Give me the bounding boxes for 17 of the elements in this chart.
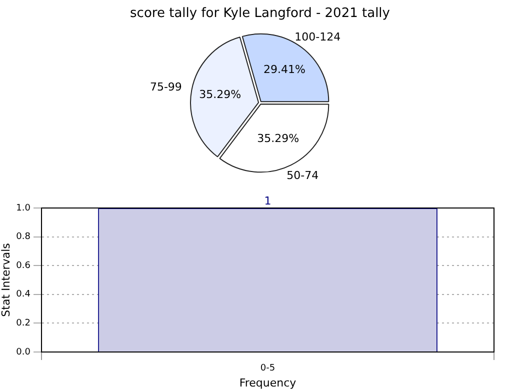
y-tick-label: 0.2 [16,318,31,329]
y-tick-label: 0.0 [16,347,31,358]
y-tick-label: 0.6 [16,260,31,271]
data-label: 35.29% [257,132,300,146]
data-label: 35.29% [199,88,242,102]
y-axis-title: Stat Intervals [0,242,12,317]
x-axis-title: Frequency [239,376,297,390]
x-tick-label: 0-5 [260,364,276,374]
slice-label: 50-74 [286,168,319,182]
slice-label: 100-124 [294,30,341,44]
y-tick-label: 0.8 [16,232,31,242]
data-label: 29.41% [264,63,306,76]
data-label: 1 [264,194,272,208]
chart-title: score tally for Kyle Langford - 2021 tally [130,6,390,22]
slice-label: 75-99 [150,80,182,94]
y-tick-label: 1.0 [16,203,31,214]
y-tick-label: 0.4 [16,290,31,300]
